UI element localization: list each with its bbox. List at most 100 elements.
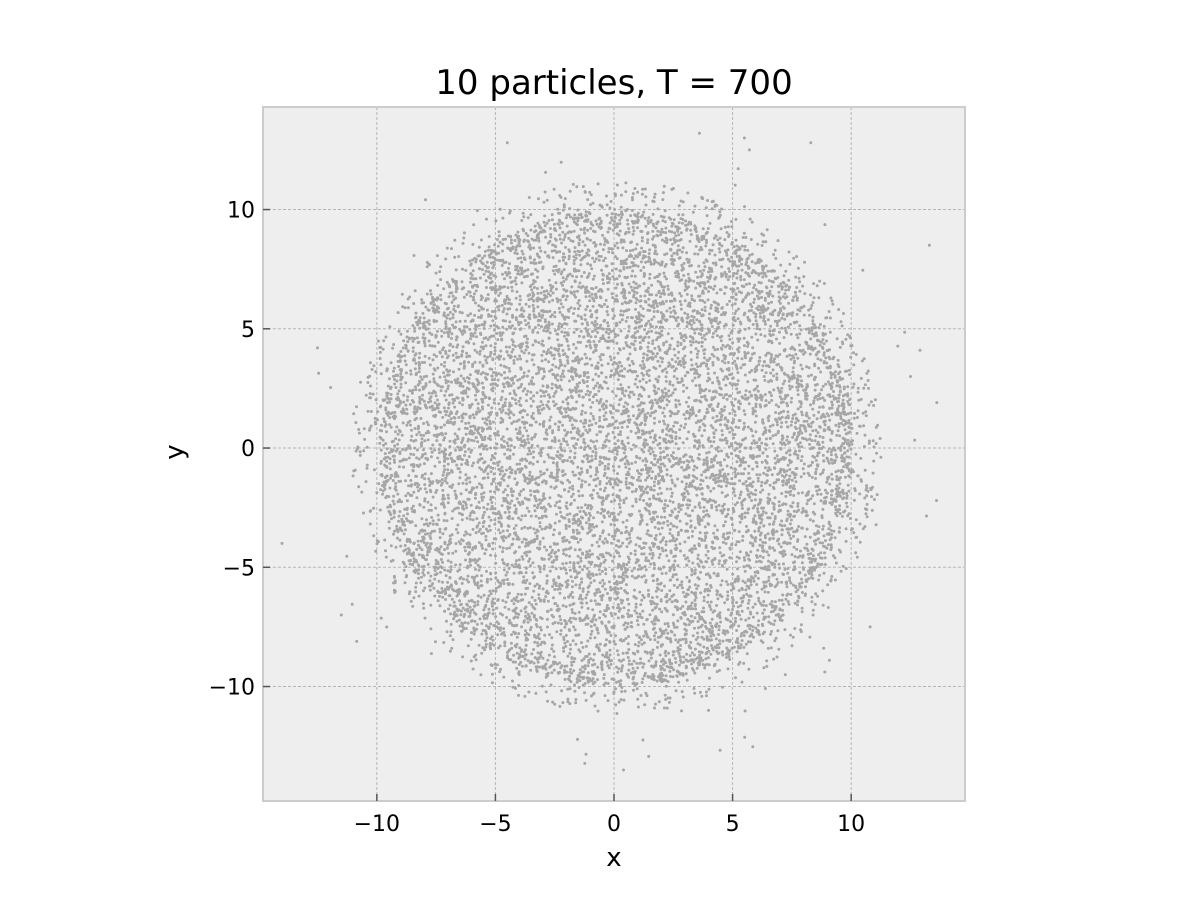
scatter-point bbox=[472, 577, 476, 581]
scatter-point bbox=[477, 267, 481, 271]
scatter-point bbox=[563, 449, 567, 453]
scatter-point bbox=[693, 691, 697, 695]
scatter-point bbox=[457, 255, 461, 258]
scatter-point bbox=[688, 654, 692, 658]
scatter-point bbox=[697, 444, 701, 448]
scatter-point bbox=[847, 467, 851, 471]
scatter-point bbox=[523, 592, 527, 596]
scatter-point bbox=[555, 332, 559, 336]
scatter-point bbox=[533, 598, 537, 602]
scatter-point bbox=[604, 404, 608, 408]
scatter-point bbox=[591, 677, 595, 681]
scatter-point bbox=[443, 479, 447, 483]
scatter-point bbox=[680, 690, 684, 694]
scatter-point bbox=[681, 590, 685, 594]
scatter-point bbox=[634, 489, 638, 493]
scatter-point bbox=[711, 610, 715, 614]
scatter-point bbox=[656, 359, 660, 363]
scatter-point bbox=[703, 539, 707, 542]
scatter-point bbox=[661, 357, 665, 361]
scatter-point bbox=[798, 449, 801, 453]
scatter-point bbox=[638, 509, 641, 513]
scatter-point bbox=[474, 387, 478, 390]
scatter-point bbox=[696, 631, 700, 635]
scatter-point bbox=[808, 352, 812, 356]
scatter-point bbox=[682, 426, 686, 430]
scatter-point bbox=[504, 573, 508, 577]
scatter-point bbox=[812, 323, 816, 327]
scatter-point bbox=[800, 445, 804, 449]
scatter-point bbox=[553, 542, 557, 546]
scatter-point bbox=[544, 690, 548, 694]
scatter-point bbox=[637, 311, 641, 315]
scatter-point bbox=[558, 661, 562, 665]
scatter-point bbox=[800, 410, 804, 414]
scatter-point bbox=[489, 458, 493, 462]
scatter-point bbox=[551, 269, 555, 273]
scatter-point bbox=[618, 607, 622, 611]
scatter-point bbox=[495, 332, 499, 335]
scatter-point bbox=[554, 264, 558, 268]
scatter-point bbox=[515, 462, 519, 466]
scatter-point bbox=[569, 647, 572, 651]
scatter-point bbox=[650, 283, 654, 287]
scatter-point bbox=[828, 330, 832, 334]
scatter-point bbox=[764, 447, 768, 451]
scatter-point bbox=[694, 414, 698, 418]
scatter-point bbox=[543, 318, 547, 322]
scatter-point bbox=[535, 391, 539, 395]
scatter-point bbox=[498, 531, 502, 535]
scatter-point bbox=[680, 586, 684, 590]
scatter-point bbox=[412, 302, 416, 305]
scatter-point bbox=[461, 332, 464, 336]
scatter-point bbox=[824, 499, 827, 503]
scatter-point bbox=[437, 310, 441, 314]
scatter-point bbox=[744, 282, 748, 286]
scatter-point bbox=[465, 482, 469, 486]
scatter-point bbox=[442, 470, 446, 474]
scatter-point bbox=[719, 339, 723, 343]
scatter-point bbox=[565, 339, 569, 343]
scatter-point bbox=[480, 622, 484, 625]
scatter-point bbox=[682, 338, 686, 342]
scatter-point bbox=[565, 538, 569, 542]
scatter-point bbox=[750, 335, 754, 339]
scatter-point bbox=[710, 458, 714, 461]
scatter-point bbox=[564, 553, 568, 557]
scatter-point bbox=[462, 236, 466, 240]
scatter-point bbox=[825, 361, 829, 365]
scatter-point bbox=[570, 285, 574, 289]
scatter-point bbox=[433, 311, 437, 314]
scatter-point bbox=[413, 337, 416, 341]
scatter-point bbox=[475, 627, 479, 631]
scatter-point bbox=[467, 552, 471, 556]
scatter-point bbox=[599, 323, 603, 327]
scatter-point bbox=[752, 635, 755, 639]
scatter-point bbox=[440, 450, 444, 453]
scatter-point bbox=[569, 616, 572, 620]
scatter-point bbox=[855, 416, 859, 419]
scatter-point bbox=[829, 524, 833, 528]
scatter-point bbox=[750, 429, 754, 433]
scatter-point bbox=[697, 626, 700, 630]
scatter-point bbox=[746, 425, 750, 429]
scatter-point bbox=[594, 286, 598, 289]
scatter-point bbox=[655, 252, 659, 256]
scatter-point bbox=[699, 269, 702, 273]
scatter-point bbox=[484, 639, 488, 643]
scatter-point bbox=[414, 581, 418, 585]
scatter-point bbox=[651, 470, 654, 474]
scatter-point bbox=[497, 294, 501, 297]
scatter-point bbox=[788, 453, 792, 457]
scatter-point bbox=[526, 234, 530, 238]
scatter-point bbox=[423, 616, 427, 620]
scatter-point bbox=[631, 362, 635, 366]
scatter-point bbox=[576, 506, 580, 510]
scatter-point bbox=[562, 535, 566, 539]
scatter-point bbox=[649, 260, 653, 264]
scatter-point bbox=[665, 427, 669, 431]
scatter-point bbox=[764, 240, 768, 244]
scatter-point bbox=[604, 298, 608, 302]
scatter-point bbox=[499, 363, 503, 367]
scatter-point bbox=[626, 642, 630, 646]
